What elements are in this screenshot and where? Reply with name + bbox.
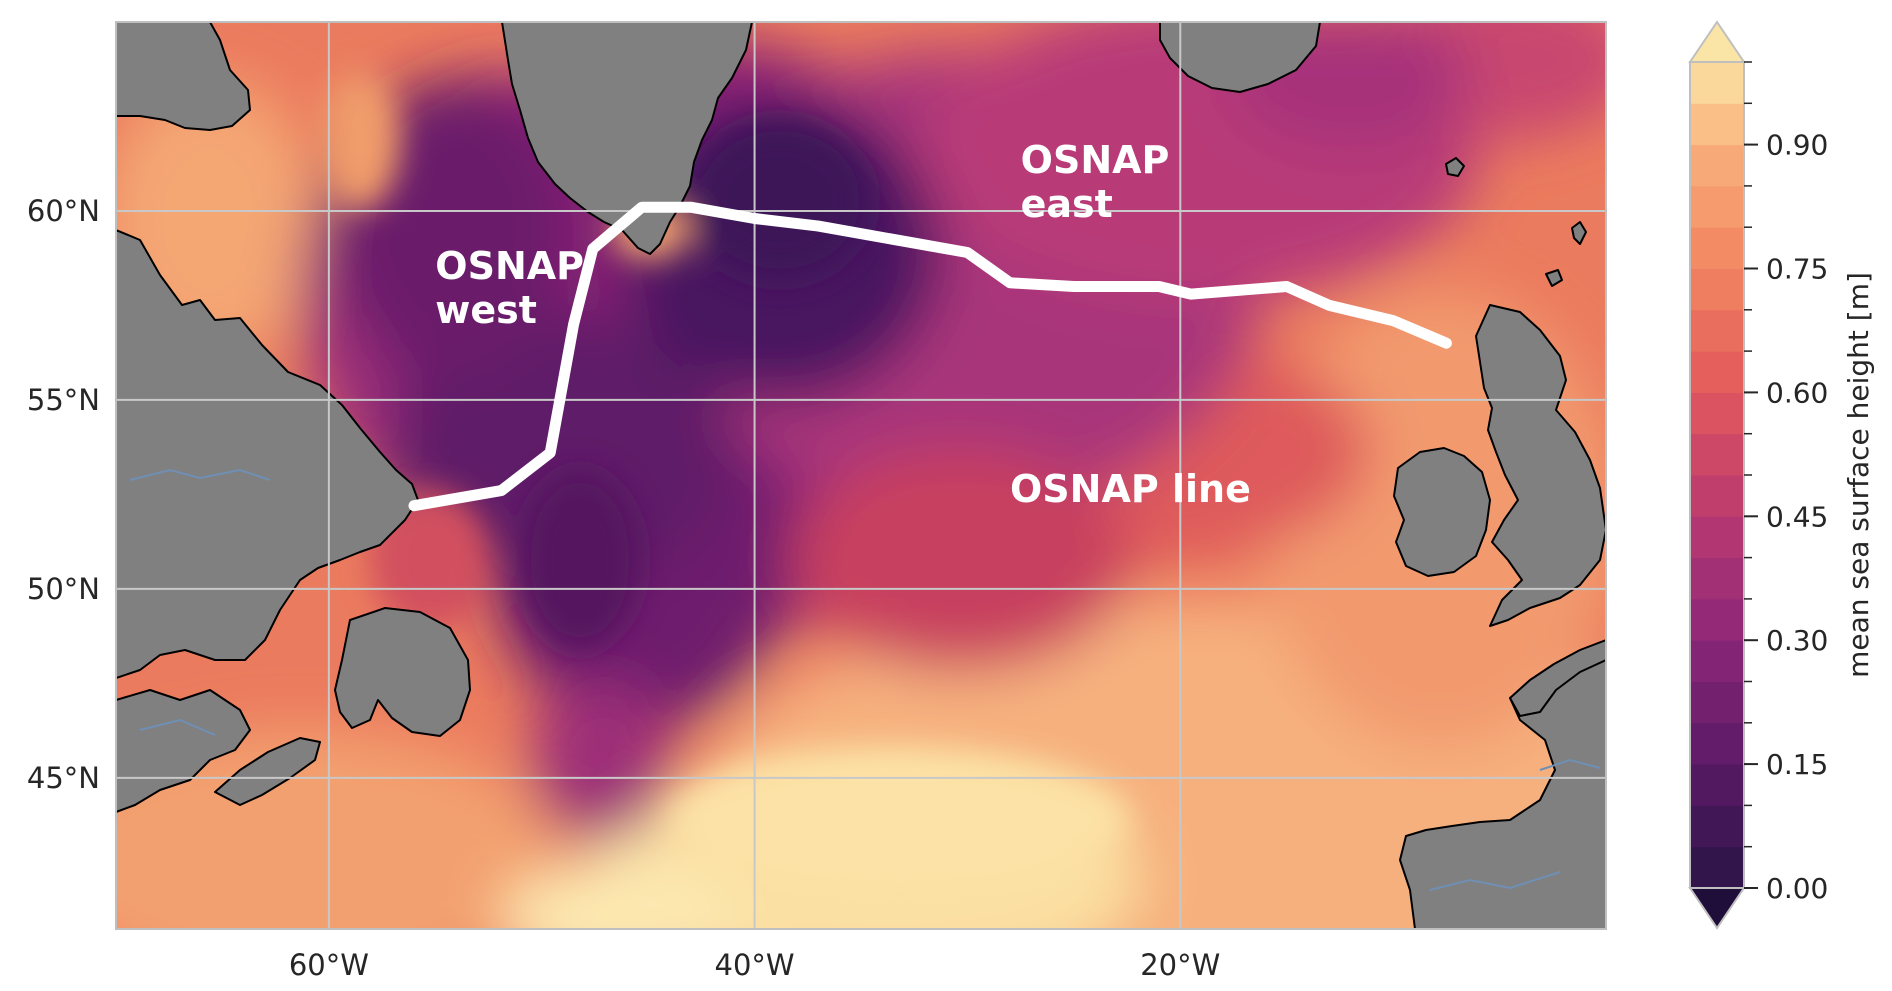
colorbar-extend-bottom: [1688, 887, 1746, 930]
land: [116, 22, 1606, 929]
colorbar-bin: [1690, 640, 1744, 682]
osnap-east-label-line: east: [1021, 182, 1113, 226]
colorbar-tick-label: 0.75: [1766, 253, 1828, 286]
map-border: [115, 21, 1607, 930]
colorbar-bin: [1690, 516, 1744, 559]
x-axis-ticks: 60°W 40°W 20°W: [289, 948, 1221, 982]
colorbar-bin: [1690, 392, 1744, 435]
osnap-line-path: [408, 201, 1452, 512]
land-baffin: [116, 22, 251, 131]
osnap-east-label-line: OSNAP: [1021, 138, 1170, 182]
osnap-line-label-line: OSNAP line: [1010, 467, 1251, 511]
y-tick-label: 50°N: [27, 572, 100, 606]
colorbar-bin: [1690, 557, 1744, 600]
ssh-field-detail: [320, 70, 1130, 890]
colorbar-ticks: 0.00 0.15 0.30 0.45 0.60 0.75 0.90: [1744, 61, 1828, 905]
colorbar-tick-label: 0.00: [1766, 872, 1828, 905]
colorbar-tick-label: 0.60: [1766, 376, 1828, 409]
rivers: [129, 468, 1601, 891]
colorbar-bins: [1690, 62, 1744, 889]
colorbar-bin: [1690, 846, 1744, 889]
land-greenland: [501, 22, 753, 255]
colorbar-bin: [1690, 722, 1744, 765]
y-tick-label: 60°N: [27, 194, 100, 228]
colorbar-label: mean sea surface height [m]: [1842, 272, 1875, 678]
land-orkney: [1545, 269, 1563, 287]
osnap-line-label: OSNAP line: [1010, 467, 1251, 511]
colorbar-bin: [1690, 805, 1744, 848]
colorbar-bin: [1690, 62, 1744, 104]
x-tick-label: 20°W: [1140, 948, 1220, 982]
land-iceland: [1159, 22, 1321, 93]
y-tick-label: 55°N: [27, 383, 100, 417]
land-ireland: [1393, 447, 1491, 577]
colorbar-bin: [1690, 309, 1744, 352]
x-tick-label: 60°W: [289, 948, 369, 982]
land-faroe: [1445, 157, 1465, 177]
y-axis-ticks: 60°N 55°N 50°N 45°N: [27, 194, 100, 795]
colorbar-bin: [1690, 268, 1744, 311]
osnap-west-label: OSNAP west: [435, 244, 584, 332]
osnap-west-label-line: west: [435, 288, 537, 332]
colorbar-tick-label: 0.90: [1766, 129, 1828, 162]
colorbar-bin: [1690, 351, 1744, 393]
colorbar-bin: [1690, 681, 1744, 724]
osnap-west-label-line: OSNAP: [435, 244, 584, 288]
colorbar-extend-top: [1688, 20, 1746, 63]
colorbar: 0.00 0.15 0.30 0.45 0.60 0.75 0.90 mean sea su…: [1688, 20, 1875, 930]
colorbar-tick-label: 0.45: [1766, 500, 1828, 533]
colorbar-bin: [1690, 598, 1744, 641]
colorbar-bin: [1690, 475, 1744, 517]
colorbar-bin: [1690, 764, 1744, 806]
y-tick-label: 45°N: [27, 761, 100, 795]
land-nova-scotia: [214, 737, 321, 806]
land-brittany: [1509, 639, 1606, 717]
osnap-east-label: OSNAP east: [1021, 138, 1170, 226]
land-newfoundland: [334, 607, 471, 737]
colorbar-bin: [1690, 227, 1744, 269]
land-shetland: [1571, 221, 1587, 245]
colorbar-tick-label: 0.15: [1766, 748, 1828, 781]
land-maritimes: [116, 689, 251, 813]
colorbar-bin: [1690, 144, 1744, 187]
x-tick-label: 40°W: [715, 948, 795, 982]
gridlines: [116, 22, 1606, 929]
colorbar-bin: [1690, 185, 1744, 228]
land-great-britain: [1475, 304, 1606, 627]
colorbar-bin: [1690, 433, 1744, 476]
colorbar-tick-label: 0.30: [1766, 624, 1828, 657]
colorbar-bin: [1690, 103, 1744, 146]
